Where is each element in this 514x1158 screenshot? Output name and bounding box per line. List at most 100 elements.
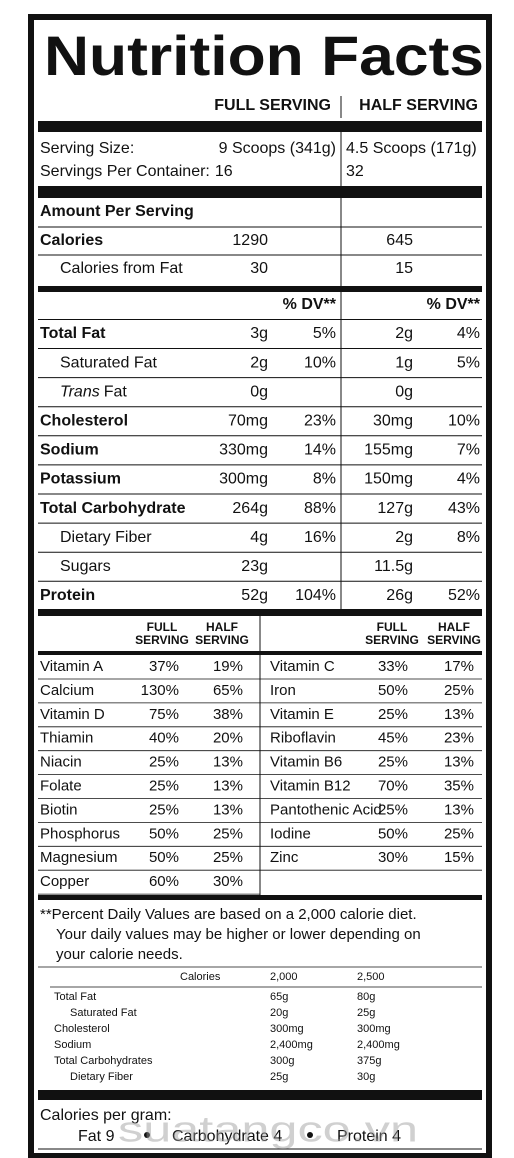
- nutrient-value: 264g: [232, 500, 268, 517]
- dv-table-value: 30g: [357, 1071, 375, 1083]
- vitamin-name: Vitamin B6: [270, 754, 342, 771]
- vitamin-value: 19%: [213, 658, 243, 675]
- nutrient-value: 15: [395, 260, 413, 277]
- column-header: HALF SERVING: [359, 97, 478, 114]
- vitamin-header: FULL SERVING: [135, 620, 189, 647]
- vitamin-name: Phosphorus: [40, 825, 120, 842]
- nutrient-dv: 16%: [304, 529, 336, 546]
- vitamin-value: 45%: [378, 730, 408, 747]
- dv-table-header: 2,500: [357, 971, 385, 983]
- nutrient-dv: 5%: [457, 354, 480, 371]
- vitamin-value: 25%: [149, 801, 179, 818]
- dv-table-value: 2,400mg: [357, 1039, 400, 1051]
- dv-table-value: 20g: [270, 1007, 288, 1019]
- vitamin-name: Vitamin C: [270, 658, 335, 675]
- vitamin-value: 13%: [444, 754, 474, 771]
- bullet: [307, 1132, 313, 1138]
- footnote: **Percent Daily Values are based on a 2,…: [40, 906, 417, 923]
- dv-header: % DV**: [283, 296, 337, 313]
- rule-bar: [38, 609, 482, 616]
- vitamin-value: 13%: [444, 706, 474, 723]
- nutrient-value: 70mg: [228, 413, 268, 430]
- nutrient-value: 26g: [386, 587, 413, 604]
- vitamin-name: Vitamin A: [40, 658, 103, 675]
- vitamin-name: Biotin: [40, 801, 78, 818]
- vitamin-name: Iron: [270, 682, 296, 699]
- nutrient-name: Sodium: [40, 442, 99, 459]
- dv-table-value: 25g: [270, 1071, 288, 1083]
- dv-table-name: Total Fat: [54, 991, 96, 1003]
- cpg-item: Carbohydrate 4: [172, 1128, 282, 1145]
- nutrient-value: 2g: [395, 529, 413, 546]
- nutrient-name: Fat: [104, 383, 128, 400]
- nutrient-value: 30mg: [373, 413, 413, 430]
- nutrient-name: Dietary Fiber: [60, 529, 152, 546]
- vitamin-value: 33%: [378, 658, 408, 675]
- nutrient-dv: 10%: [448, 413, 480, 430]
- watermark: suatangco.vn: [118, 1109, 418, 1150]
- nutrient-value: 11.5g: [374, 558, 413, 575]
- vitamin-name: Calcium: [40, 682, 94, 699]
- vitamin-name: Vitamin E: [270, 706, 334, 723]
- vitamin-value: 35%: [444, 777, 474, 794]
- vitamin-value: 30%: [213, 873, 243, 890]
- vitamin-value: 50%: [149, 849, 179, 866]
- nutrient-value: 3g: [250, 325, 268, 342]
- vitamin-value: 17%: [444, 658, 474, 675]
- dv-table-name: Total Carbohydrates: [54, 1055, 153, 1067]
- title: Nutrition Facts: [44, 24, 484, 87]
- dv-table-name: Dietary Fiber: [70, 1071, 133, 1083]
- dv-table-value: 25g: [357, 1007, 375, 1019]
- rule-bar: [38, 121, 482, 132]
- vitamin-name: Magnesium: [40, 849, 118, 866]
- vitamin-value: 15%: [444, 849, 474, 866]
- vitamin-value: 25%: [444, 682, 474, 699]
- dv-table-value: 65g: [270, 991, 288, 1003]
- nutrient-dv: 8%: [313, 471, 336, 488]
- vitamin-name: Iodine: [270, 825, 311, 842]
- vitamin-value: 23%: [444, 730, 474, 747]
- nutrient-value: 300mg: [219, 471, 268, 488]
- vitamin-value: 25%: [213, 825, 243, 842]
- vitamin-value: 130%: [141, 682, 179, 699]
- nutrient-dv: 23%: [304, 413, 336, 430]
- nutrient-value: 4g: [250, 529, 268, 546]
- nutrient-dv: 4%: [457, 325, 480, 342]
- nutrient-value: 150mg: [364, 471, 413, 488]
- nutrient-value: 645: [386, 232, 413, 249]
- nutrient-dv: 88%: [304, 500, 336, 517]
- nutrient-dv: 5%: [313, 325, 336, 342]
- nutrient-dv: 7%: [457, 442, 480, 459]
- vitamin-value: 50%: [378, 682, 408, 699]
- vitamin-header: FULL SERVING: [365, 620, 419, 647]
- nutrient-value: 330mg: [219, 442, 268, 459]
- dv-table-value: 2,400mg: [270, 1039, 313, 1051]
- vitamin-value: 25%: [149, 754, 179, 771]
- cpg-item: Fat 9: [78, 1128, 115, 1145]
- vitamin-name: Vitamin B12: [270, 777, 351, 794]
- vitamin-name: Pantothenic Acid: [270, 801, 382, 818]
- nutrient-value: 52g: [241, 587, 268, 604]
- rule-bar: [38, 1090, 482, 1100]
- vitamin-value: 30%: [378, 849, 408, 866]
- vitamin-name: Riboflavin: [270, 730, 336, 747]
- vitamin-name: Copper: [40, 873, 89, 890]
- vitamin-value: 25%: [444, 825, 474, 842]
- vitamin-value: 13%: [213, 801, 243, 818]
- dv-table-header: Calories: [180, 971, 221, 983]
- nutrient-value: 0g: [395, 383, 413, 400]
- dv-table-value: 300mg: [270, 1023, 304, 1035]
- vitamin-value: 25%: [378, 706, 408, 723]
- nutrient-dv: 10%: [304, 354, 336, 371]
- nutrient-dv: 43%: [448, 500, 480, 517]
- nutrient-dv: 8%: [457, 529, 480, 546]
- nutrient-name: Trans: [60, 383, 100, 400]
- nutrient-dv: 14%: [304, 442, 336, 459]
- nutrient-name: Sugars: [60, 558, 111, 575]
- nutrient-name: Cholesterol: [40, 413, 128, 430]
- vitamin-value: 40%: [149, 730, 179, 747]
- serving-value: 16: [215, 163, 233, 180]
- bullet: [144, 1132, 150, 1138]
- vitamin-name: Zinc: [270, 849, 299, 866]
